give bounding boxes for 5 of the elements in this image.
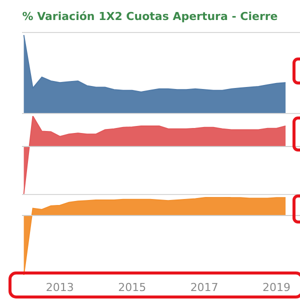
x-tick-label: 2019	[262, 280, 291, 294]
chart-title: % Variación 1X2 Cuotas Apertura - Cierre	[21, 8, 279, 24]
x-tick-label: 2013	[46, 280, 74, 294]
x-tick-label: 2017	[190, 280, 218, 294]
x-tick-label: 2015	[118, 280, 146, 294]
